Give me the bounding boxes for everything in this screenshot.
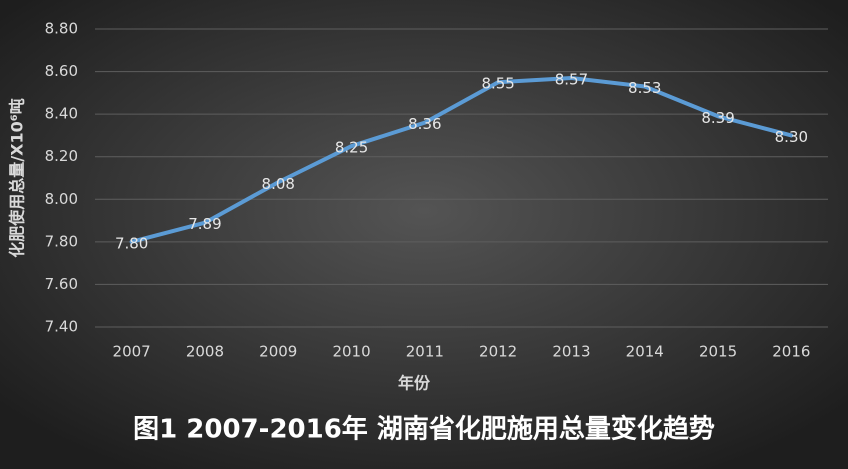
x-tick-label: 2016 [772, 343, 810, 361]
y-tick-label: 8.60 [45, 62, 78, 80]
y-tick-label: 8.20 [45, 147, 78, 165]
x-tick-label: 2011 [406, 343, 444, 361]
data-line [129, 75, 794, 244]
y-tick-label: 8.80 [45, 20, 78, 38]
data-label: 8.36 [408, 115, 441, 133]
data-label: 8.25 [335, 139, 368, 157]
x-tick-label: 2012 [479, 343, 517, 361]
y-tick-label: 8.00 [45, 190, 78, 208]
y-tick-label: 7.80 [45, 232, 78, 250]
data-label: 8.57 [555, 70, 588, 88]
x-tick-label: 2010 [332, 343, 370, 361]
data-label: 8.39 [701, 109, 734, 127]
data-label: 8.08 [262, 175, 295, 193]
x-tick-label: 2007 [113, 343, 151, 361]
x-tick-label: 2013 [552, 343, 590, 361]
data-label: 8.53 [628, 79, 661, 97]
data-label: 8.55 [481, 75, 514, 93]
x-tick-label: 2014 [626, 343, 664, 361]
y-tick-label: 8.40 [45, 105, 78, 123]
y-tick-label: 7.60 [45, 275, 78, 293]
chart-title: 图1 2007-2016年 湖南省化肥施用总量变化趋势 [133, 414, 715, 445]
x-axis-title: 年份 [398, 374, 431, 393]
x-tick-label: 2009 [259, 343, 297, 361]
data-label: 7.80 [115, 234, 148, 252]
y-axis-title: 化肥使用总量/X10⁶吨 [8, 98, 27, 257]
x-tick-label: 2015 [699, 343, 737, 361]
data-label: 8.30 [775, 128, 808, 146]
x-tick-label: 2008 [186, 343, 224, 361]
data-label: 7.89 [188, 215, 221, 233]
y-tick-label: 7.40 [45, 318, 78, 336]
